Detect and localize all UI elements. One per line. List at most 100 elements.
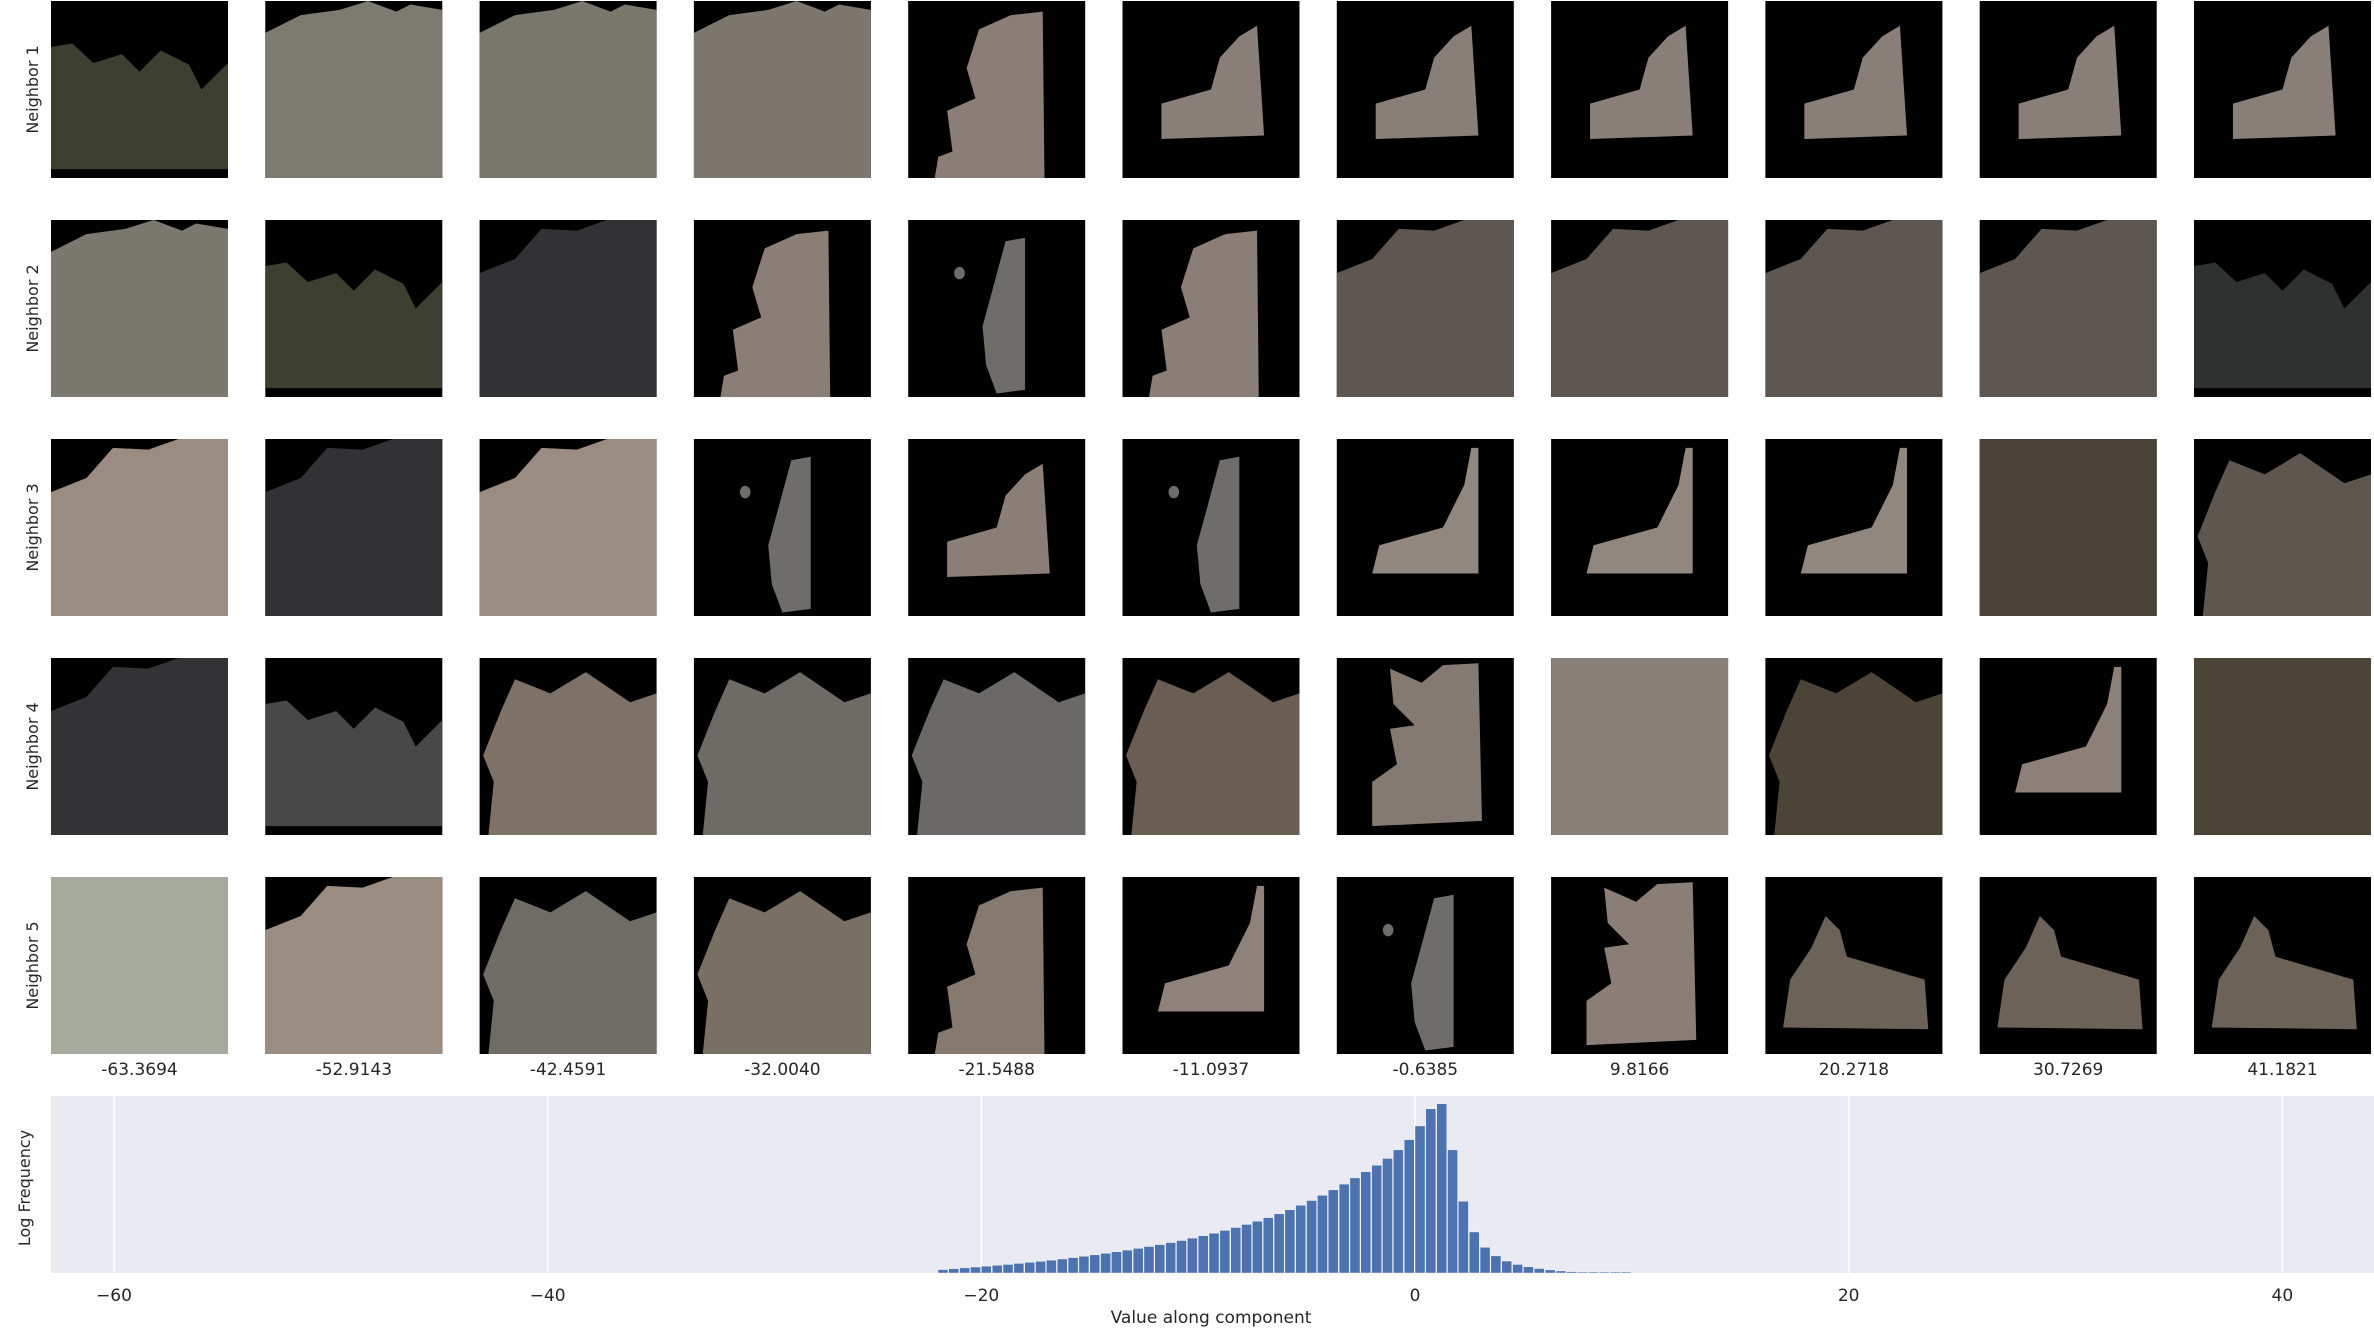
histogram-bar <box>1479 1247 1491 1274</box>
tile-patch <box>265 439 443 616</box>
tile-patch <box>1336 220 1514 397</box>
tile-patch <box>1168 456 1240 613</box>
neighbor-tile-r3-c11 <box>2194 439 2371 616</box>
tile-patch <box>51 43 228 170</box>
histogram-gridlines <box>113 1096 2284 1273</box>
row-label-neighbor-2: Neighbor 2 <box>23 264 42 352</box>
histogram-bar <box>1263 1217 1274 1274</box>
tile-patch <box>739 456 811 613</box>
tile-patch <box>911 672 1086 835</box>
tile-patch <box>1783 915 1929 1030</box>
histogram-x-tick-label: 0 <box>1410 1286 1421 1306</box>
neighbor-tile-r1-c10 <box>1979 1 2157 178</box>
neighbor-tile-r1-c11 <box>2194 1 2371 178</box>
tile-mask <box>1122 877 1300 1054</box>
tile-patch <box>720 230 831 397</box>
histogram-bar <box>1013 1263 1025 1274</box>
neighbor-tile-r4-c4 <box>693 658 871 835</box>
tile-patch <box>483 891 657 1054</box>
tile-patch <box>1126 672 1300 835</box>
neighbor-tile-r5-c3 <box>479 877 657 1054</box>
histogram-bars <box>937 1103 1632 1274</box>
tile-patch <box>479 220 657 397</box>
tile-patch <box>947 463 1050 578</box>
neighbor-tile-r2-c9 <box>1765 220 1943 397</box>
histogram-bar <box>1241 1224 1252 1274</box>
neighbor-tile-r4-c10 <box>1979 658 2157 835</box>
histogram-bar <box>1057 1258 1068 1274</box>
tile-patch <box>1149 230 1259 397</box>
column-value-label-5: -21.5488 <box>958 1060 1034 1080</box>
neighbor-tile-r4-c11 <box>2194 658 2371 835</box>
row-label-neighbor-5: Neighbor 5 <box>23 921 42 1009</box>
histogram-bar <box>1154 1244 1166 1274</box>
histogram-bar <box>1295 1205 1306 1274</box>
histogram-bar <box>1534 1268 1545 1274</box>
neighbor-tile-r4-c1 <box>51 658 228 835</box>
tile-patch <box>1551 220 1729 397</box>
histogram-bar <box>1132 1248 1144 1274</box>
neighbor-tile-r5-c7 <box>1336 877 1514 1054</box>
neighbor-tile-r4-c8 <box>1551 658 1729 835</box>
column-value-label-11: 41.1821 <box>2247 1060 2317 1080</box>
neighbor-tile-r4-c7 <box>1336 658 1514 835</box>
tile-mask <box>1979 658 2157 835</box>
tile-mask <box>1336 439 1514 616</box>
histogram-bar <box>1187 1237 1198 1274</box>
tile-patch <box>2018 25 2122 140</box>
neighbor-tile-r5-c4 <box>693 877 871 1054</box>
histogram-panel: −60 −40 −20 0 20 40 Value along component Log… <box>15 1096 2374 1328</box>
histogram-x-tick-label: −60 <box>96 1286 132 1306</box>
tile-patch <box>1804 25 1907 140</box>
histogram-bar <box>1403 1139 1415 1274</box>
histogram-y-axis-label: Log Frequency <box>15 1130 34 1246</box>
histogram-bar <box>991 1265 1003 1274</box>
column-value-labels: -63.3694 -52.9143 -42.4591 -32.0040 -21.5488… <box>101 1060 2317 1080</box>
histogram-bar <box>1165 1242 1176 1274</box>
tile-mask <box>908 439 1086 616</box>
neighbor-tile-r4-c5 <box>908 658 1086 835</box>
neighbor-tile-r4-c6 <box>1122 658 1300 835</box>
column-value-label-1: -63.3694 <box>101 1060 177 1080</box>
tile-patch <box>483 672 657 835</box>
histogram-bar <box>1555 1270 1567 1274</box>
histogram-bar <box>1393 1149 1404 1274</box>
tile-patch <box>2197 453 2371 616</box>
histogram-x-axis-label: Value along component <box>1111 1308 1312 1328</box>
row-labels: Neighbor 1 Neighbor 2 Neighbor 3 Neighbor 4… <box>23 45 42 1009</box>
histogram-bar <box>1523 1266 1534 1274</box>
neighbor-tile-r4-c3 <box>479 658 657 835</box>
tile-patch <box>1372 663 1482 827</box>
neighbor-tile-r5-c5 <box>908 877 1086 1054</box>
histogram-bar <box>1588 1271 1599 1274</box>
neighbor-tile-r2-c4 <box>693 220 871 397</box>
tile-patch <box>934 887 1045 1054</box>
neighbor-tile-r5-c9 <box>1765 877 1943 1054</box>
histogram-bar <box>1035 1261 1046 1274</box>
neighbor-tile-r3-c5 <box>908 439 1086 616</box>
neighbor-tile-r3-c8 <box>1551 439 1729 616</box>
neighbor-tile-r5-c10 <box>1979 877 2157 1054</box>
neighbor-tile-r5-c11 <box>2194 877 2371 1054</box>
tile-patch <box>1586 447 1693 574</box>
tile-patch <box>51 877 228 1054</box>
histogram-bar <box>1230 1227 1241 1274</box>
row-label-neighbor-3: Neighbor 3 <box>23 483 42 571</box>
column-value-label-10: 30.7269 <box>2033 1060 2103 1080</box>
histogram-bar <box>1328 1189 1339 1274</box>
tile-patch <box>2194 658 2371 835</box>
histogram-bar <box>1219 1230 1231 1274</box>
histogram-bar <box>970 1266 981 1274</box>
tile-patch <box>2211 915 2357 1030</box>
tile-patch <box>697 891 871 1054</box>
neighbor-tile-r3-c2 <box>265 439 443 616</box>
tile-patch <box>51 439 228 616</box>
column-value-label-9: 20.2718 <box>1819 1060 1889 1080</box>
neighbor-tile-r5-c1 <box>51 877 228 1054</box>
neighbor-tile-r3-c6 <box>1122 439 1300 616</box>
histogram-bar <box>1143 1246 1155 1274</box>
tile-mask <box>1765 439 1943 616</box>
neighbor-tile-r2-c5 <box>908 220 1086 397</box>
histogram-x-tick-label: 40 <box>2272 1286 2294 1306</box>
neighbor-tile-r4-c2 <box>265 658 443 835</box>
